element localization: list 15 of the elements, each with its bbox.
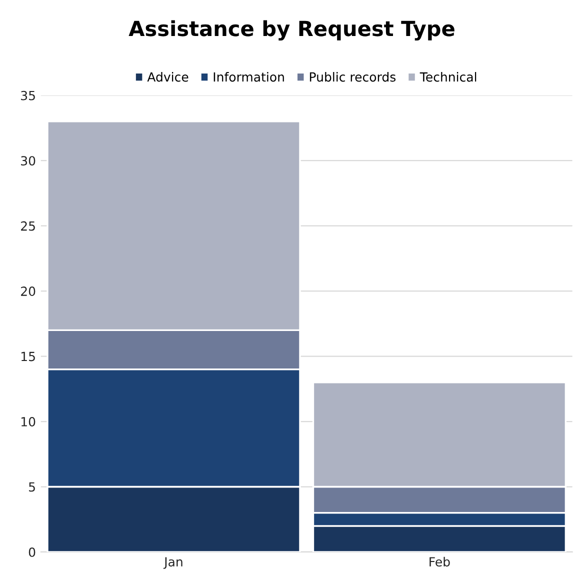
legend-label: Technical xyxy=(420,72,476,82)
y-tick-label: 35 xyxy=(21,90,35,100)
legend-label: Advice xyxy=(147,72,188,82)
x-tick-label: Jan xyxy=(163,557,182,569)
legend-label: Information xyxy=(214,72,284,82)
y-tick-label: 10 xyxy=(21,417,36,426)
y-tick-label: 20 xyxy=(21,286,36,296)
y-tick-label: 0 xyxy=(28,547,36,557)
chart-title: Assistance by Request Type xyxy=(128,20,454,41)
y-tick-label: 25 xyxy=(21,221,35,231)
x-tick-label: Feb xyxy=(430,556,450,567)
y-tick-label: 30 xyxy=(21,156,36,166)
y-tick-label: 15 xyxy=(21,352,35,362)
y-tick-label: 5 xyxy=(29,482,35,492)
legend-label: Public records xyxy=(310,72,396,82)
